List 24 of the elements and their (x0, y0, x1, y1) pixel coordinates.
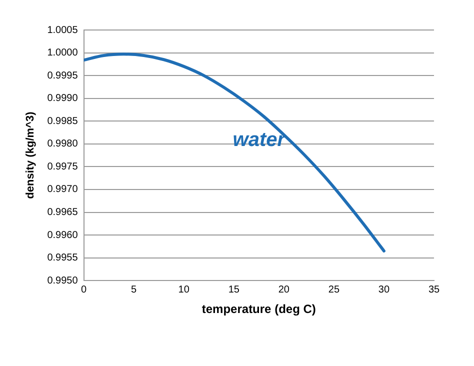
x-tick-label: 35 (428, 284, 440, 296)
x-tick-label: 30 (378, 284, 390, 296)
y-tick-label: 0.9980 (47, 138, 78, 150)
x-tick-label: 5 (131, 284, 138, 296)
y-tick-label: 1.0000 (47, 48, 78, 59)
y-tick-label: 1.0005 (47, 24, 78, 36)
y-axis-title: density (kg/m^3) (24, 111, 37, 199)
y-tick-label: 0.9985 (47, 116, 78, 127)
x-tick-label: 25 (328, 284, 340, 296)
x-tick-label: 20 (278, 284, 290, 296)
x-tick-label: 15 (228, 284, 240, 296)
x-axis-title: temperature (deg C) (202, 302, 316, 316)
x-tick-label: 0 (81, 284, 88, 296)
y-tick-label: 0.9995 (47, 70, 78, 82)
x-tick-label: 10 (178, 284, 190, 296)
y-tick-label: 0.9970 (47, 184, 78, 196)
y-tick-label: 0.9960 (47, 230, 78, 241)
line-series (84, 52, 386, 252)
y-tick-label: 0.9990 (47, 93, 78, 104)
y-tick-label: 0.9955 (47, 252, 78, 264)
y-tick-label: 0.9950 (47, 275, 78, 286)
y-tick-label: 0.9965 (47, 207, 78, 218)
annotation: water (232, 128, 286, 151)
y-tick-label: 0.9975 (47, 161, 78, 172)
